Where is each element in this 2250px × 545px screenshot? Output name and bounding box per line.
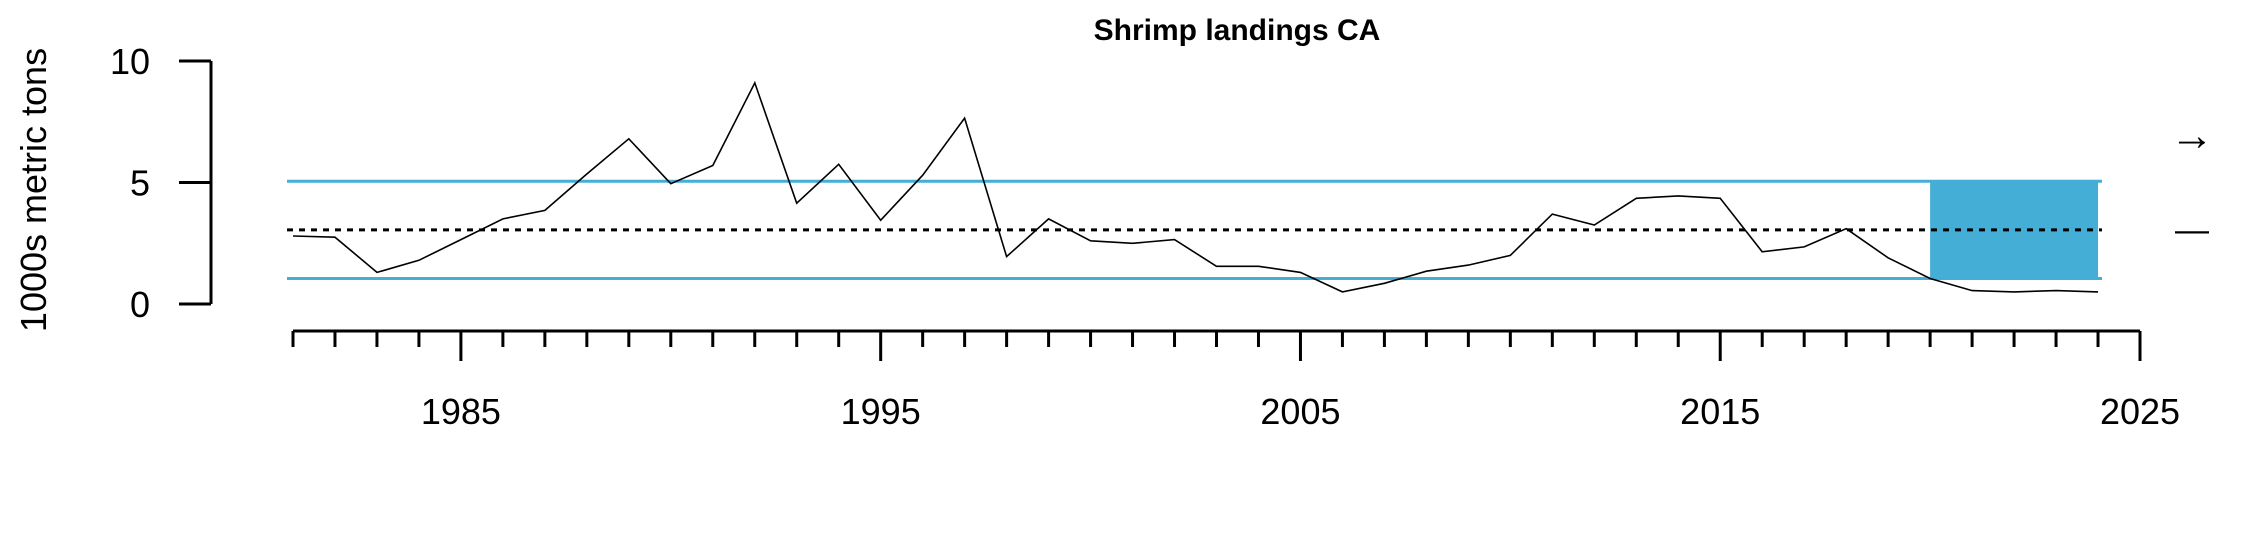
mean-trend-symbol: →: [2170, 111, 2214, 160]
y-tick-label-10: 10: [110, 41, 150, 82]
x-tick-label-2025: 2025: [2100, 391, 2180, 432]
x-tick-label-2015: 2015: [1680, 391, 1760, 432]
plot-layer: 0 5 10 1985 1995 2005 2015 2025: [110, 41, 2180, 432]
slope-trend-symbol: —: [2175, 211, 2209, 249]
x-tick-label-1985: 1985: [421, 391, 501, 432]
y-tick-label-5: 5: [130, 163, 150, 204]
x-tick-label-1995: 1995: [841, 391, 921, 432]
y-tick-label-0: 0: [130, 284, 150, 325]
x-tick-label-2005: 2005: [1260, 391, 1340, 432]
series-line: [292, 80, 2099, 293]
chart-title: Shrimp landings CA: [1094, 14, 1381, 47]
y-axis-label: 1000s metric tons: [13, 48, 54, 332]
